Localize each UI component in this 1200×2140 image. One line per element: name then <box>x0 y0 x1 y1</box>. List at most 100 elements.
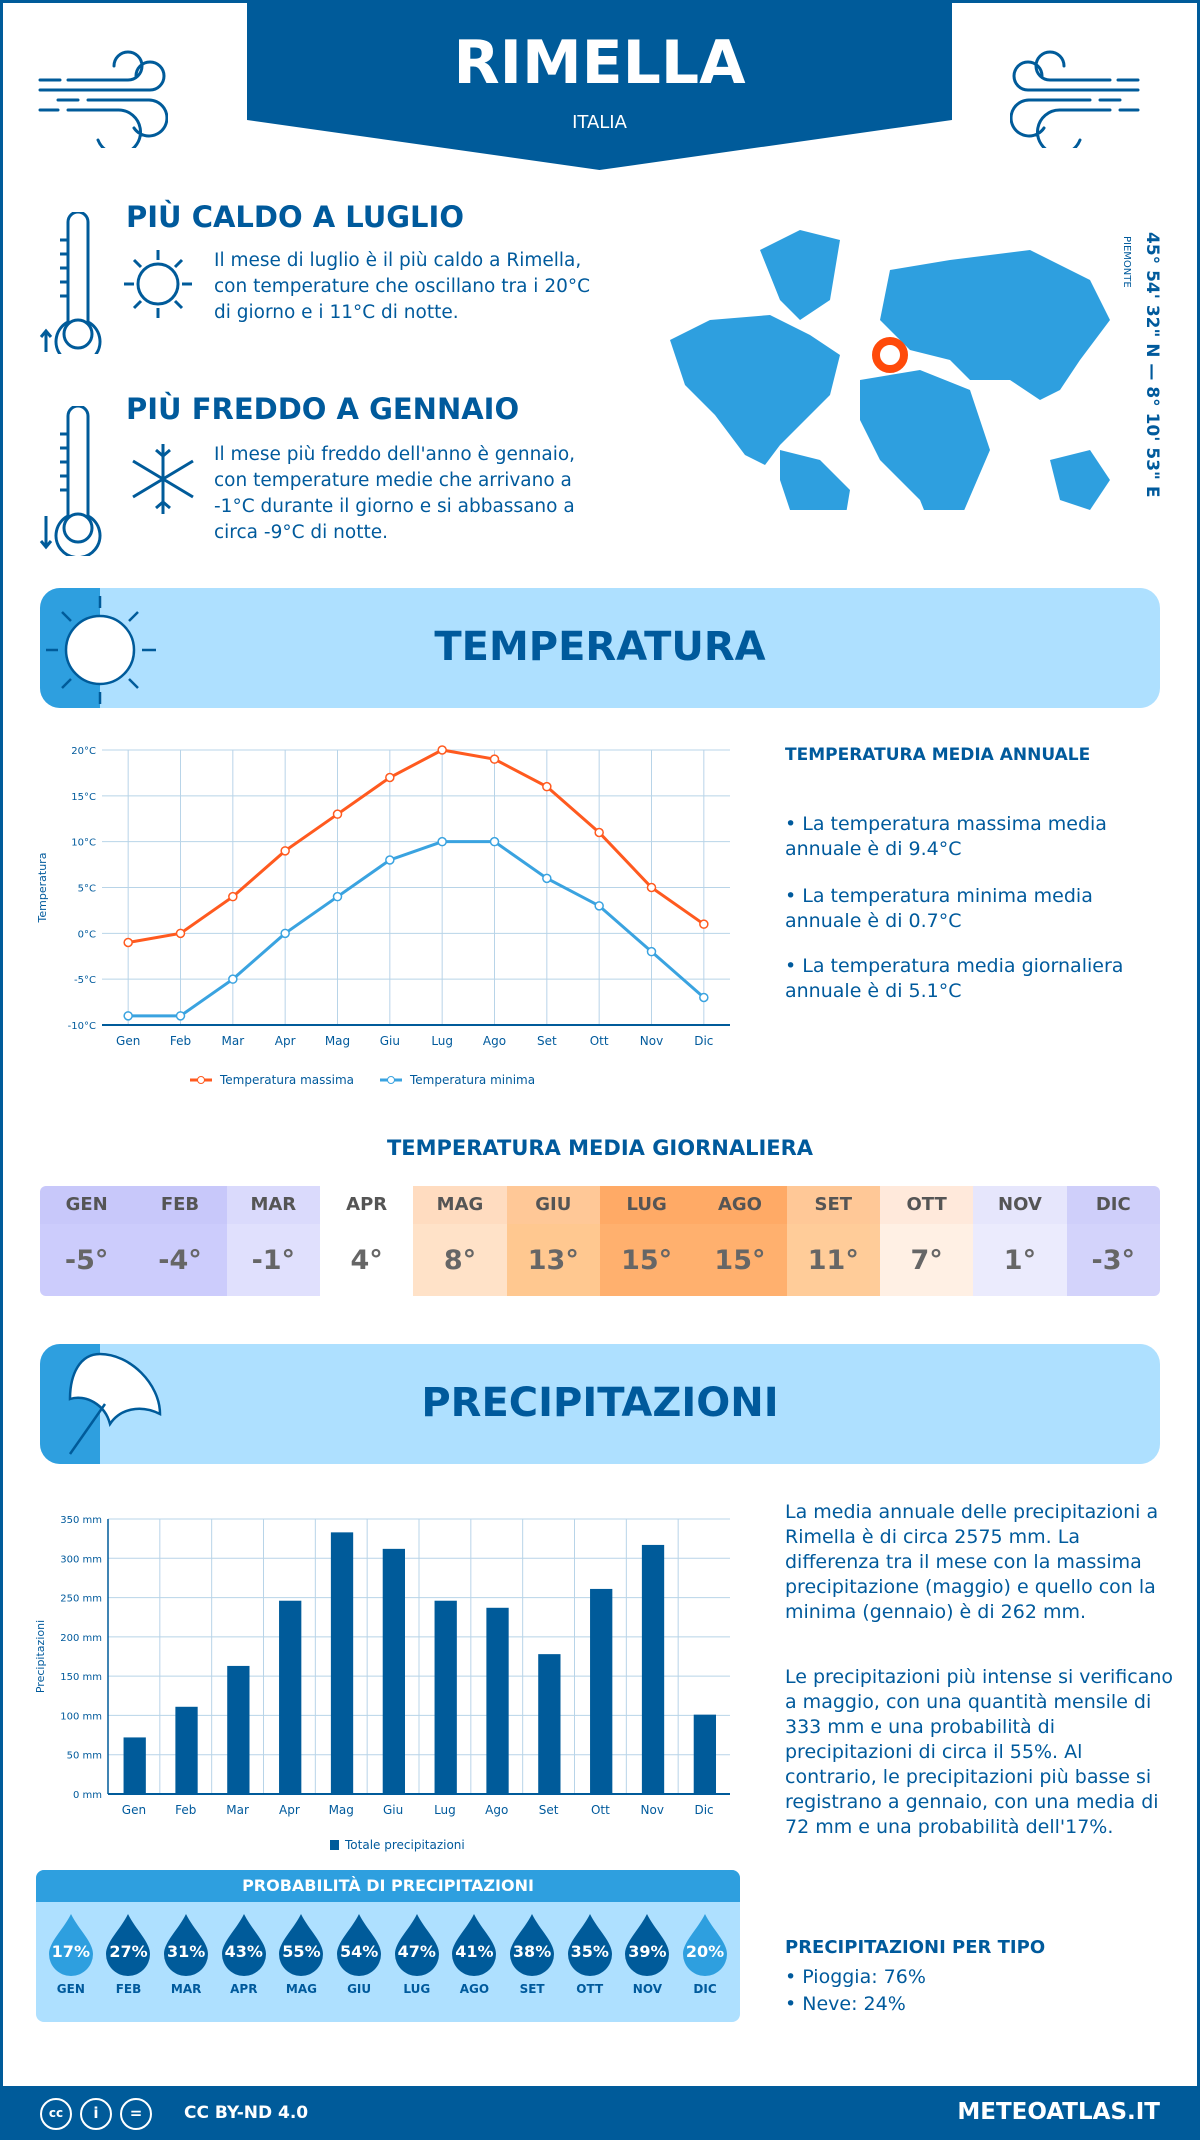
data-point <box>280 928 290 939</box>
x-tick-label: Ago <box>483 1034 506 1048</box>
precipitation-banner: PRECIPITAZIONI <box>40 1344 1160 1464</box>
raindrop-icon <box>567 1914 612 1976</box>
precip-probability-feb: 27% FEB <box>101 1912 155 1996</box>
data-point <box>594 901 604 911</box>
daily-temp-value: 8° <box>413 1224 507 1296</box>
raindrop-icon <box>452 1914 497 1976</box>
month-label: AGO <box>693 1186 787 1224</box>
data-point <box>437 745 447 755</box>
daily-temp-apr: APR 4° <box>319 1186 414 1296</box>
data-point <box>489 754 500 764</box>
raindrop-icon <box>625 1914 670 1976</box>
month-label: MAG <box>285 1982 317 1996</box>
raindrop-icon <box>48 1914 93 1976</box>
daily-temp-nov: NOV 1° <box>973 1186 1067 1296</box>
y-tick-label: -10°C <box>68 1021 96 1032</box>
sun-icon <box>46 596 156 704</box>
y-axis-label: Precipitazioni <box>34 1620 47 1693</box>
temperature-heading: TEMPERATURA <box>434 624 766 670</box>
x-tick-label: Nov <box>641 1803 664 1817</box>
daily-temp-mag: MAG 8° <box>413 1186 507 1296</box>
daily-temp-value: 1° <box>973 1224 1067 1296</box>
daily-temp-mar: MAR -1° <box>226 1186 320 1296</box>
bar <box>382 1548 406 1794</box>
daily-temp-value: 15° <box>599 1224 694 1296</box>
month-label: MAR <box>226 1186 320 1224</box>
bar <box>434 1600 457 1794</box>
bar <box>693 1714 717 1794</box>
thermometer-hot-icon <box>39 212 192 354</box>
x-tick-label: Feb <box>175 1803 196 1817</box>
country-label: ITALIA <box>572 112 627 133</box>
month-label: NOV <box>973 1186 1067 1224</box>
x-tick-label: Gen <box>122 1803 146 1817</box>
y-tick-label: 200 mm <box>60 1633 102 1644</box>
world-map <box>670 230 1110 510</box>
daily-temp-gen: GEN -5° <box>40 1186 134 1296</box>
data-point <box>175 928 186 939</box>
month-label: NOV <box>632 1982 662 1996</box>
data-point <box>542 781 552 792</box>
data-point <box>332 809 343 819</box>
daily-temp-value: 15° <box>693 1224 787 1296</box>
month-label: SET <box>519 1982 545 1996</box>
bar <box>538 1654 561 1794</box>
precip-probability-ago: 41% AGO <box>447 1912 501 1996</box>
data-point <box>385 855 395 865</box>
temperature-banner: TEMPERATURA <box>40 588 1160 708</box>
month-label: DIC <box>693 1982 717 1996</box>
legend-label: Temperatura minima <box>409 1073 535 1087</box>
precip-probability-set: 38% SET <box>505 1912 559 1996</box>
probability-value: 39% <box>628 1942 667 1961</box>
probability-value: 47% <box>397 1942 436 1961</box>
region-label: PIEMONTE <box>1121 236 1132 288</box>
y-tick-label: 300 mm <box>60 1554 102 1565</box>
month-label: GEN <box>40 1186 134 1224</box>
location-marker <box>872 337 908 373</box>
x-tick-label: Dic <box>694 1803 713 1817</box>
legend-label: Temperatura massima <box>219 1073 354 1087</box>
raindrop-icon <box>394 1914 439 1976</box>
raindrop-icon <box>337 1914 382 1976</box>
x-tick-label: Mag <box>325 1034 350 1048</box>
hottest-text: Il mese di luglio è il più caldo a Rimel… <box>214 250 591 323</box>
daily-temp-title: TEMPERATURA MEDIA GIORNALIERA <box>386 1136 814 1160</box>
probability-value: 31% <box>166 1942 206 1961</box>
data-point <box>699 919 709 929</box>
precip-probability-giu: 54% GIU <box>332 1912 386 1996</box>
y-tick-label: 150 mm <box>60 1672 102 1683</box>
x-tick-label: Lug <box>434 1803 456 1817</box>
coordinates: 45° 54' 32" N — 8° 10' 53" E <box>1142 232 1162 498</box>
raindrop-icon <box>221 1914 266 1976</box>
month-label: SET <box>786 1186 880 1224</box>
bar <box>590 1588 613 1794</box>
daily-temp-value: 4° <box>319 1224 414 1296</box>
precip-probability-nov: 39% NOV <box>620 1912 674 1996</box>
probability-value: 27% <box>109 1942 148 1961</box>
wind-icon <box>38 50 168 148</box>
data-point <box>594 827 604 838</box>
daily-temp-value: 13° <box>506 1224 600 1296</box>
month-label: APR <box>319 1186 414 1224</box>
x-tick-label: Apr <box>279 1803 300 1817</box>
daily-temp-value: -3° <box>1066 1224 1160 1296</box>
temperature-chart: -10°C -5°C 0°C 5°C 10°C 15°C 20°C Gen Feb Mar Apr M… <box>36 745 730 1087</box>
x-tick-label: Nov <box>640 1034 663 1048</box>
bar <box>123 1737 146 1794</box>
site-link[interactable]: METEOATLAS.IT <box>957 2099 1160 2125</box>
daily-temp-value: -4° <box>133 1224 227 1296</box>
data-point <box>228 891 238 902</box>
raindrop-icon <box>279 1914 324 1976</box>
rain-share: • Pioggia: 76% <box>785 1966 926 1988</box>
x-tick-label: Feb <box>170 1034 191 1048</box>
umbrella-icon <box>68 1352 162 1455</box>
y-tick-label: 15°C <box>71 792 96 803</box>
month-label: OTT <box>879 1186 974 1224</box>
probability-value: 17% <box>51 1942 90 1961</box>
precip-probability-panel: PROBABILITÀ DI PRECIPITAZIONI 17% GEN 27% F… <box>36 1870 740 2022</box>
probability-value: 43% <box>224 1942 263 1961</box>
annual-temp-title: TEMPERATURA MEDIA ANNUALE <box>785 745 1091 765</box>
legend-marker <box>197 1076 205 1084</box>
daily-temp-value: 7° <box>879 1224 974 1296</box>
x-tick-label: Ott <box>591 1803 610 1817</box>
